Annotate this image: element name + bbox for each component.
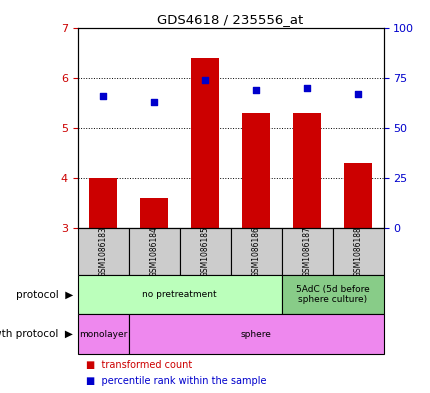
Bar <box>242 113 270 228</box>
Text: GSM1086186: GSM1086186 <box>251 226 260 277</box>
Text: protocol  ▶: protocol ▶ <box>16 290 73 300</box>
Bar <box>292 113 320 228</box>
Text: GSM1086184: GSM1086184 <box>149 226 158 277</box>
Bar <box>77 314 128 354</box>
Point <box>99 92 106 99</box>
Text: sphere: sphere <box>240 330 271 338</box>
Point <box>303 84 310 91</box>
Bar <box>230 228 281 275</box>
Bar <box>343 163 371 228</box>
Point <box>354 90 361 97</box>
Bar <box>77 275 281 314</box>
Text: GSM1086188: GSM1086188 <box>353 226 362 277</box>
Text: no pretreatment: no pretreatment <box>142 290 216 299</box>
Bar <box>128 314 383 354</box>
Point <box>150 99 157 105</box>
Text: ■  percentile rank within the sample: ■ percentile rank within the sample <box>86 376 266 386</box>
Bar <box>190 58 218 228</box>
Bar <box>332 228 383 275</box>
Text: GSM1086183: GSM1086183 <box>98 226 108 277</box>
Bar <box>77 228 128 275</box>
Bar <box>140 198 168 228</box>
Point <box>252 86 259 93</box>
Text: 5AdC (5d before
sphere culture): 5AdC (5d before sphere culture) <box>295 285 369 305</box>
Bar <box>128 228 179 275</box>
Bar <box>281 275 383 314</box>
Text: GSM1086187: GSM1086187 <box>302 226 311 277</box>
Title: GDS4618 / 235556_at: GDS4618 / 235556_at <box>157 13 303 26</box>
Text: ■  transformed count: ■ transformed count <box>86 360 192 371</box>
Text: monolayer: monolayer <box>79 330 127 338</box>
Bar <box>281 228 332 275</box>
Point <box>201 77 208 83</box>
Text: growth protocol  ▶: growth protocol ▶ <box>0 329 73 339</box>
Bar <box>179 228 230 275</box>
Text: GSM1086185: GSM1086185 <box>200 226 209 277</box>
Bar <box>89 178 117 228</box>
